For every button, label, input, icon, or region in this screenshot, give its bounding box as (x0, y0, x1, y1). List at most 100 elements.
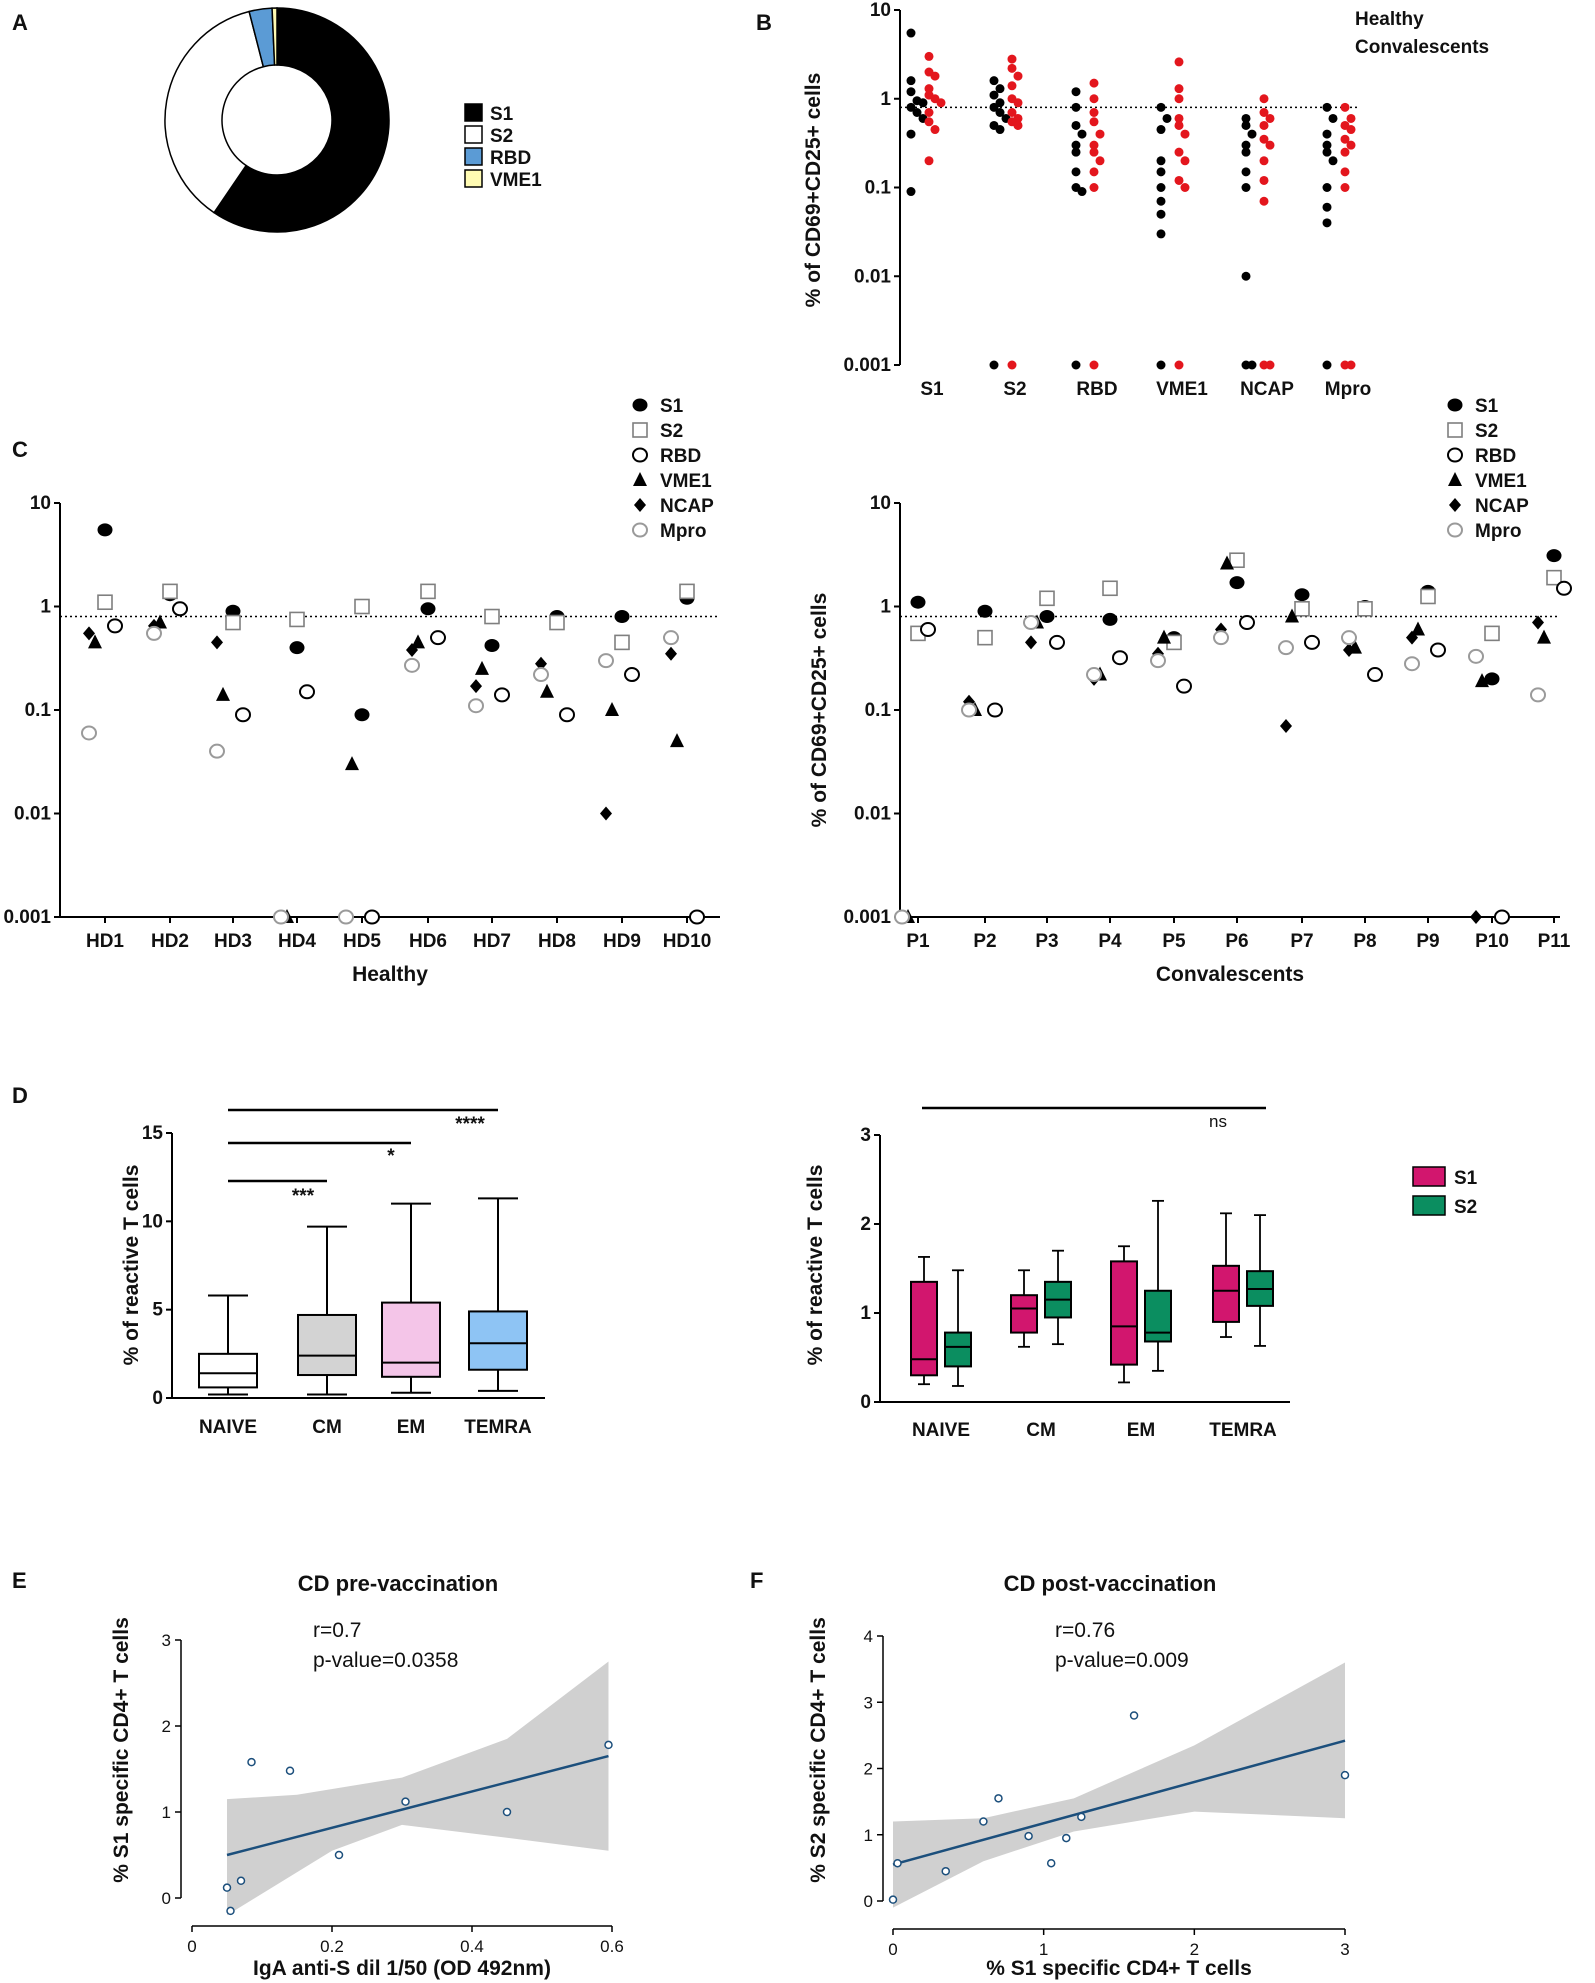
legend-swatch-s2 (464, 125, 483, 144)
b-point-convalescents (936, 98, 946, 108)
chart-f-p-value: p-value=0.009 (1055, 1649, 1189, 1672)
chart-c-left-y-tick-label: 10 (30, 493, 51, 514)
chart-c-left-point-s2 (420, 583, 436, 600)
b-point-healthy (1156, 102, 1166, 112)
chart-e-point (285, 1766, 295, 1775)
chart-c-left-legend-label-s1: S1 (660, 396, 684, 417)
chart-c-right-y-axis-title: % of CD69+CD25+ cells (808, 593, 831, 828)
chart-f-point (1024, 1831, 1033, 1841)
chart-c-right-x-tick-label: P4 (1098, 931, 1122, 952)
b-point-convalescents (924, 84, 934, 94)
b-point-convalescents (1007, 63, 1017, 73)
chart-c-left-point-vme1 (605, 702, 619, 716)
chart-c-left-legend-marker-s1 (632, 398, 648, 412)
chart-c-right-point-rbd (1239, 615, 1255, 631)
chart-c-right-point-s1 (977, 604, 993, 618)
chart-c-right-point-mpro (1404, 656, 1420, 672)
chart-c-right-point-mpro (1086, 667, 1102, 683)
chart-c-left-x-tick-label: HD6 (409, 931, 447, 952)
chart-c-left-point-mpro (468, 698, 484, 714)
chart-c-left-x-axis-title: Healthy (352, 963, 428, 986)
b-point-healthy (906, 28, 916, 38)
chart-c-left-point-vme1 (345, 756, 359, 771)
b-point-convalescents (924, 51, 934, 61)
chart-c-right-point-mpro (1213, 630, 1229, 646)
chart-e-x-tick-label: 0 (187, 1937, 196, 1956)
d-left-box (381, 1301, 441, 1378)
b-point-healthy (1241, 113, 1251, 123)
b-point-convalescents (1346, 125, 1356, 135)
chart-f-point (1340, 1770, 1350, 1780)
b-point-healthy (1322, 147, 1332, 157)
chart-c-right-legend-marker-ncap (1449, 498, 1461, 512)
d-left-significance-label: *** (292, 1186, 315, 1207)
legend-label-s1: S1 (490, 104, 514, 125)
b-point-healthy (1322, 140, 1332, 150)
chart-c-right-legend-marker-vme1 (1448, 472, 1462, 486)
chart-c-left-point-vme1 (670, 733, 684, 748)
chart-f-point (888, 1895, 898, 1904)
b-point-convalescents (1174, 113, 1184, 123)
chart-c-left-point-ncap (406, 642, 418, 657)
chart-e-point (226, 1906, 235, 1916)
b-point-convalescents (1265, 140, 1275, 150)
chart-c-left-point-vme1 (411, 634, 425, 649)
chart-c-left-point-mpro (598, 653, 614, 669)
chart-c-left-legend-label-ncap: NCAP (660, 496, 714, 517)
chart-c-left-point-mpro (81, 725, 97, 741)
b-point-convalescents (1013, 98, 1023, 108)
panel-c-convalescent-chart: 10 1 0.1 0.01 0.001 % of CD69+CD25+ cells P1 P2… (808, 396, 1572, 986)
panel-letter-c: C (12, 437, 28, 462)
donut-slice-vme1 (271, 7, 278, 66)
chart-c-left-legend-marker-vme1 (633, 472, 647, 486)
b-point-healthy (1322, 202, 1332, 212)
d-left-box (468, 1310, 528, 1371)
d-right-legend-label-s2: S2 (1454, 1197, 1477, 1218)
b-point-healthy (1322, 129, 1332, 139)
d-right-x-tick-label: EM (1127, 1420, 1156, 1441)
chart-e-p-value: p-value=0.0358 (313, 1649, 458, 1672)
b-point-healthy (1071, 102, 1081, 112)
chart-c-right-legend-label-s1: S1 (1475, 396, 1499, 417)
b-point-convalescents (924, 107, 934, 117)
chart-f-x-tick-label: 0 (888, 1940, 897, 1959)
panel-e-correlation-chart: 0 1 2 3 0 0.2 0.4 0.6 CD pre-vaccination r=0.7 p-v… (110, 1571, 624, 1980)
chart-e-point (247, 1757, 256, 1767)
panel-b-scatter-chart: 10 1 0.1 0.01 0.001 % of CD69+CD25+ cells S1 S2… (802, 0, 1489, 400)
b-point-convalescents (1089, 140, 1099, 150)
chart-c-left-point-vme1 (88, 634, 102, 649)
chart-c-right-x-tick-label: P8 (1353, 931, 1376, 952)
d-left-significance-label: **** (455, 1114, 485, 1135)
chart-c-right-point-rbd (1367, 667, 1383, 683)
chart-c-right-point-ncap (1025, 635, 1037, 650)
d-left-y-axis-title: % of reactive T cells (120, 1165, 143, 1366)
d-right-legend-swatch-s2 (1412, 1195, 1446, 1216)
chart-c-right-x-tick-label: P5 (1162, 931, 1186, 952)
chart-e-point (222, 1883, 232, 1892)
d-left-y-tick-label: 0 (152, 1388, 163, 1409)
chart-c-right-point-vme1 (1157, 629, 1171, 644)
chart-c-right-point-vme1 (1285, 608, 1299, 623)
chart-c-left-x-tick-label: HD7 (473, 931, 511, 952)
b-point-convalescents (1013, 120, 1023, 130)
d-right-y-tick-label: 0 (860, 1392, 871, 1413)
chart-e-point (401, 1797, 410, 1806)
d-right-y-tick-label: 1 (860, 1303, 871, 1324)
b-point-healthy (1241, 183, 1251, 192)
b-point-convalescents (1174, 120, 1184, 130)
chart-c-left-point-s2 (354, 598, 370, 615)
b-point-healthy (1156, 183, 1166, 192)
chart-c-right-point-rbd (1556, 580, 1572, 596)
panel-letter-a: A (12, 10, 28, 35)
chart-c-left-x-tick-label: HD3 (214, 931, 252, 952)
b-point-convalescents (1346, 113, 1356, 123)
chart-c-left-legend-marker-ncap (634, 498, 646, 512)
chart-f-confidence-band (893, 1662, 1345, 1908)
b-point-convalescents (1259, 94, 1269, 104)
b-point-convalescents (1174, 360, 1184, 370)
b-legend-convalescents: Convalescents (1355, 37, 1489, 58)
d-right-box-s1 (1010, 1294, 1038, 1334)
chart-c-left-point-rbd (494, 687, 510, 703)
